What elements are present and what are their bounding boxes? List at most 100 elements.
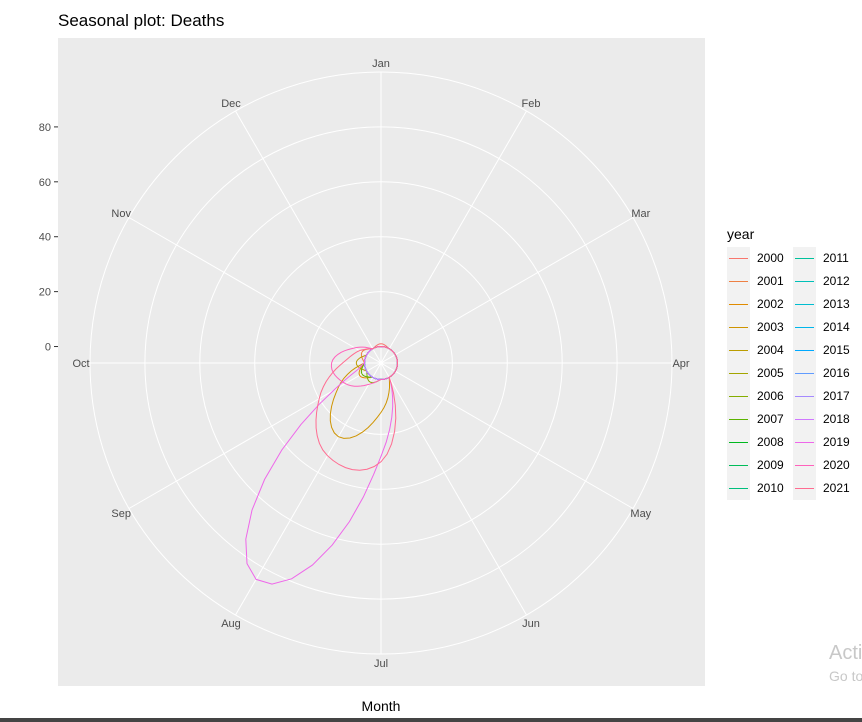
legend-item-2002: 2002 [727,293,784,316]
legend-label-2008: 2008 [757,435,784,449]
legend-key-2009 [729,465,748,466]
legend-item-2004: 2004 [727,339,784,362]
legend-key-2001 [729,281,748,282]
series-lines [245,343,399,585]
month-label-jul: Jul [374,658,388,670]
x-axis-label: Month [362,698,401,714]
legend-label-2015: 2015 [823,343,850,357]
series-line-2021 [315,345,399,471]
legend-item-2015: 2015 [793,339,850,362]
legend-label-2003: 2003 [757,320,784,334]
legend-label-2000: 2000 [757,251,784,265]
legend-key-2002 [729,304,748,305]
month-label-nov: Nov [111,208,131,220]
spoke-mar [380,217,634,364]
legend-label-2009: 2009 [757,458,784,472]
legend-label-2014: 2014 [823,320,850,334]
legend-label-2011: 2011 [823,251,849,265]
spoke-may [380,362,634,509]
legend-item-2021: 2021 [793,477,850,500]
legend-item-2011: 2011 [793,247,849,270]
month-label-aug: Aug [221,618,241,630]
legend-label-2016: 2016 [823,366,850,380]
month-label-may: May [630,508,651,520]
legend-key-2016 [795,373,814,374]
legend-item-2017: 2017 [793,385,850,408]
legend-key-2021 [795,488,814,489]
spoke-dec [235,110,382,364]
y-tick-label-20: 20 [39,287,51,299]
month-label-mar: Mar [631,208,650,220]
legend-item-2020: 2020 [793,454,850,477]
legend-item-2018: 2018 [793,408,850,431]
spoke-aug [235,362,382,616]
legend-item-2001: 2001 [727,270,784,293]
legend-label-2020: 2020 [823,458,850,472]
legend-item-2012: 2012 [793,270,850,293]
legend-label-2007: 2007 [757,412,784,426]
month-label-feb: Feb [522,98,541,110]
legend-item-2013: 2013 [793,293,850,316]
legend-item-2010: 2010 [727,477,784,500]
legend-key-2011 [795,258,814,259]
legend-item-2000: 2000 [727,247,784,270]
legend-item-2009: 2009 [727,454,784,477]
month-label-oct: Oct [72,358,89,370]
month-labels: Jan Feb Mar Apr May Jun Jul Aug Sep Oct Nov Dec [72,58,689,670]
legend-label-2002: 2002 [757,297,784,311]
legend-label-2010: 2010 [757,481,784,495]
legend-key-2020 [795,465,814,466]
month-label-dec: Dec [221,98,241,110]
legend-column-1: 2000 2001 2002 2003 2004 2005 2006 2007 2008 2009… [727,247,784,500]
spoke-feb [380,110,527,364]
legend-label-2012: 2012 [823,274,850,288]
legend-item-2003: 2003 [727,316,784,339]
legend-label-2017: 2017 [823,389,850,403]
month-label-sep: Sep [111,508,131,520]
legend-key-2013 [795,304,814,305]
legend-title: year [727,226,755,242]
legend-key-2018 [795,419,814,420]
legend-label-2004: 2004 [757,343,784,357]
legend-label-2005: 2005 [757,366,784,380]
legend-key-2003 [729,327,748,328]
legend-key-2000 [729,258,748,259]
legend-label-2006: 2006 [757,389,784,403]
legend-column-2: 2011 2012 2013 2014 2015 2016 2017 2018 2019 2020… [793,247,850,500]
y-tick-label-60: 60 [39,177,51,189]
polar-grid [89,71,673,655]
legend-key-2004 [729,350,748,351]
chart-title: Seasonal plot: Deaths [58,11,225,30]
legend-key-2019 [795,442,814,443]
month-label-apr: Apr [672,358,689,370]
legend-item-2016: 2016 [793,362,850,385]
legend-key-2017 [795,396,814,397]
legend-label-2018: 2018 [823,412,850,426]
month-label-jan: Jan [372,58,390,70]
y-tick-label-40: 40 [39,232,51,244]
legend-item-2005: 2005 [727,362,784,385]
legend-label-2001: 2001 [757,274,784,288]
legend-label-2013: 2013 [823,297,850,311]
legend-item-2008: 2008 [727,431,784,454]
legend-key-2010 [729,488,748,489]
month-label-jun: Jun [522,618,540,630]
legend-item-2006: 2006 [727,385,784,408]
y-tick-label-80: 80 [39,122,51,134]
legend-key-2012 [795,281,814,282]
activation-watermark-line2: Go to [829,668,862,684]
legend-key-2006 [729,396,748,397]
legend-key-2005 [729,373,748,374]
bottom-border [0,718,862,722]
y-tick-label-0: 0 [45,342,51,354]
legend-key-2014 [795,327,814,328]
y-axis-ticks: 0 20 40 60 80 [39,122,58,354]
legend-item-2007: 2007 [727,408,784,431]
legend-key-2008 [729,442,748,443]
spoke-nov [128,217,382,364]
legend-item-2019: 2019 [793,431,850,454]
legend-label-2021: 2021 [823,481,850,495]
legend-key-2015 [795,350,814,351]
spoke-jun [380,362,527,616]
